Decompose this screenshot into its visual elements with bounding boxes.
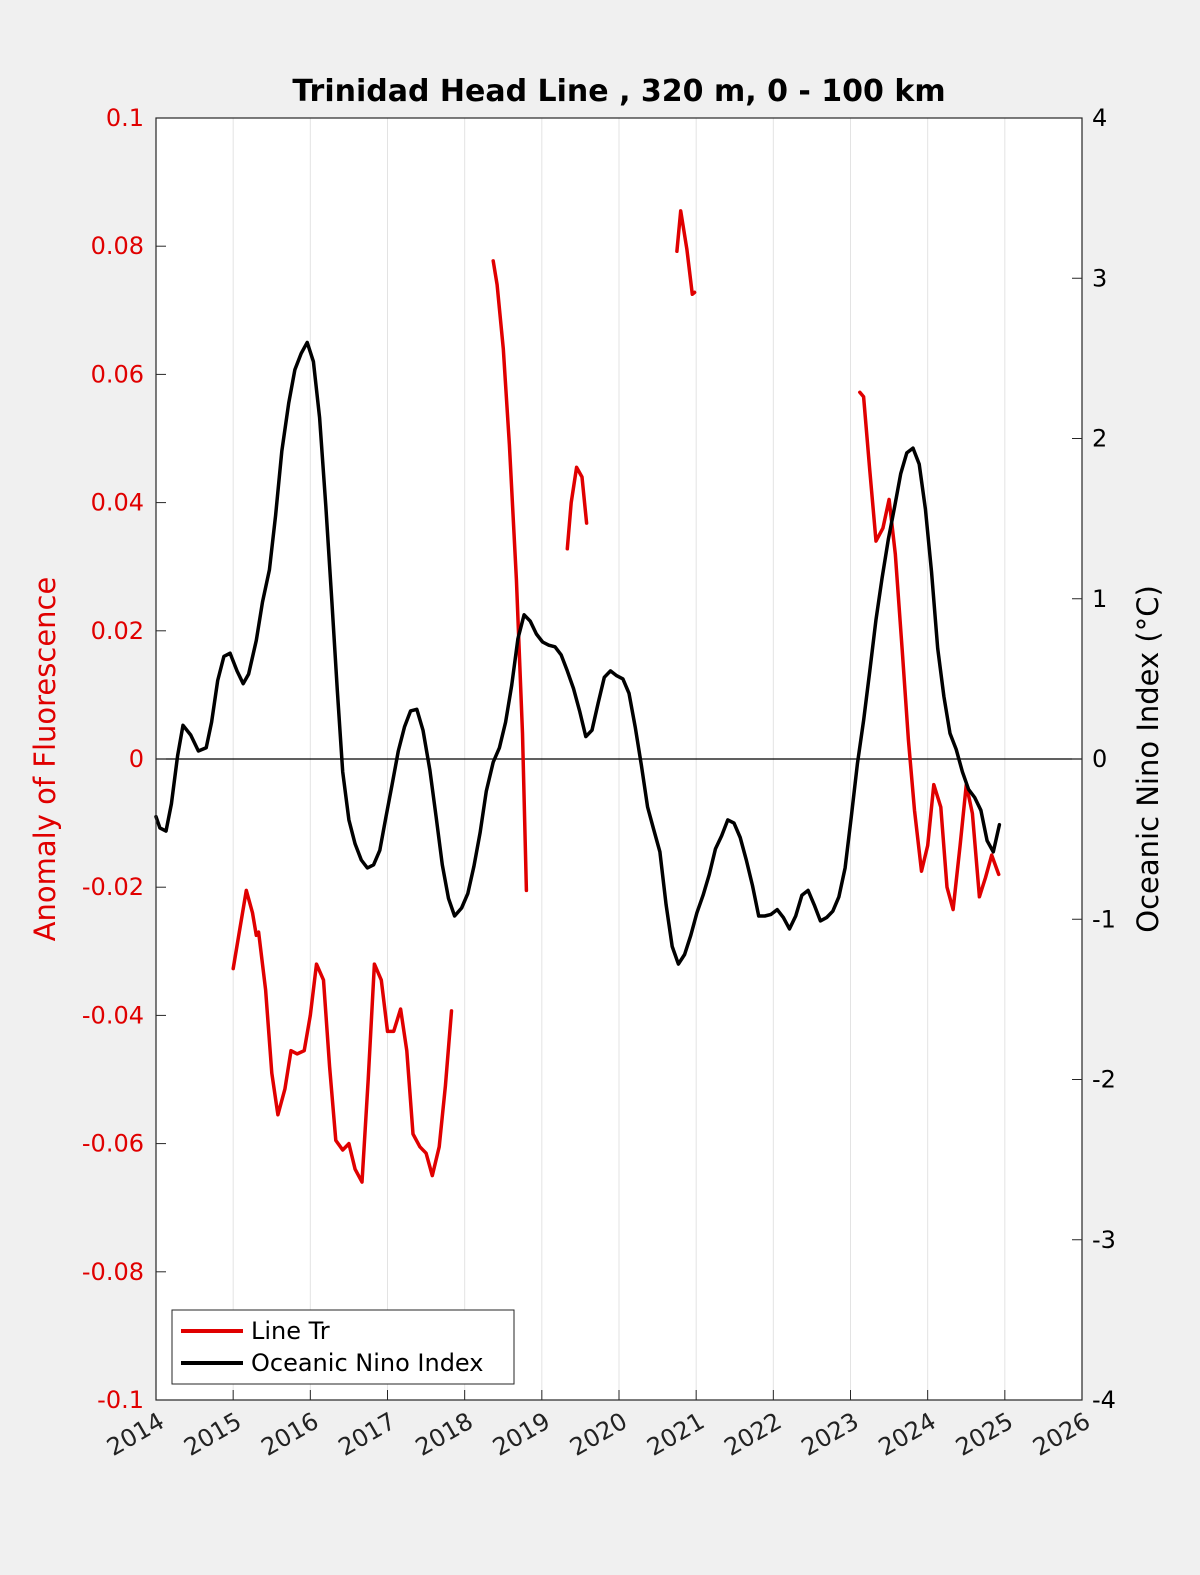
y-left-tick-label: 0 <box>129 745 144 773</box>
legend-box <box>171 1309 515 1385</box>
y-right-tick-label: 4 <box>1092 104 1107 132</box>
y-left-tick-label: 0.1 <box>106 104 144 132</box>
y-right-tick-label: -4 <box>1092 1386 1116 1414</box>
y-right-tick-label: -3 <box>1092 1226 1116 1254</box>
y-right-tick-label: 2 <box>1092 425 1107 453</box>
left-axis: 0.1 0.08 0.06 0.04 0.02 0 -0.02 -0.04 -0.06 -0.08… <box>82 104 166 1414</box>
y-left-tick-label: 0.08 <box>91 232 144 260</box>
chart-title: Trinidad Head Line , 320 m, 0 - 100 km <box>292 74 945 109</box>
y-right-tick-label: 0 <box>1092 745 1107 773</box>
right-axis: 4 3 2 1 0 -1 -2 -3 -4 <box>1072 104 1116 1414</box>
series-0-line-segment-2 <box>565 465 589 551</box>
y-right-tick-label: 1 <box>1092 585 1107 613</box>
y-left-tick-label: -0.1 <box>97 1386 144 1414</box>
series-0-line-segment-1 <box>491 259 529 893</box>
y-right-tick-label: -2 <box>1092 1066 1116 1094</box>
series-0-line-segment-3 <box>675 209 697 297</box>
series-0-line-segment-4 <box>858 390 1001 912</box>
series-0-line-segment-0 <box>231 888 454 1184</box>
y-axis-left-label: Anomaly of Fluorescence <box>28 577 62 942</box>
y-left-tick-label: -0.08 <box>82 1258 144 1286</box>
legend-label-line-tr: Line Tr <box>251 1317 330 1345</box>
y-left-tick-label: 0.02 <box>91 617 144 645</box>
y-left-tick-label: -0.04 <box>82 1001 144 1029</box>
series-lines <box>154 209 1002 1184</box>
y-left-tick-label: 0.06 <box>91 360 144 388</box>
series-1-line-segment-0 <box>154 340 1002 966</box>
y-left-tick-label: -0.06 <box>82 1130 144 1158</box>
legend: Line Tr Oceanic Nino Index <box>171 1309 515 1385</box>
legend-label-oni: Oceanic Nino Index <box>251 1349 483 1377</box>
y-left-tick-label: -0.02 <box>82 873 144 901</box>
y-right-tick-label: -1 <box>1092 905 1116 933</box>
y-left-tick-label: 0.04 <box>91 489 144 517</box>
y-axis-right-label: Oceanic Nino Index (°C) <box>1131 585 1165 933</box>
y-right-tick-label: 3 <box>1092 264 1107 292</box>
